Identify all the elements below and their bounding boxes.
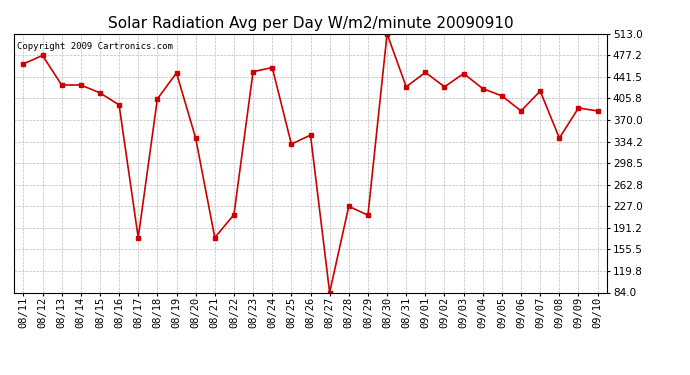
Title: Solar Radiation Avg per Day W/m2/minute 20090910: Solar Radiation Avg per Day W/m2/minute … <box>108 16 513 31</box>
Text: Copyright 2009 Cartronics.com: Copyright 2009 Cartronics.com <box>17 42 172 51</box>
